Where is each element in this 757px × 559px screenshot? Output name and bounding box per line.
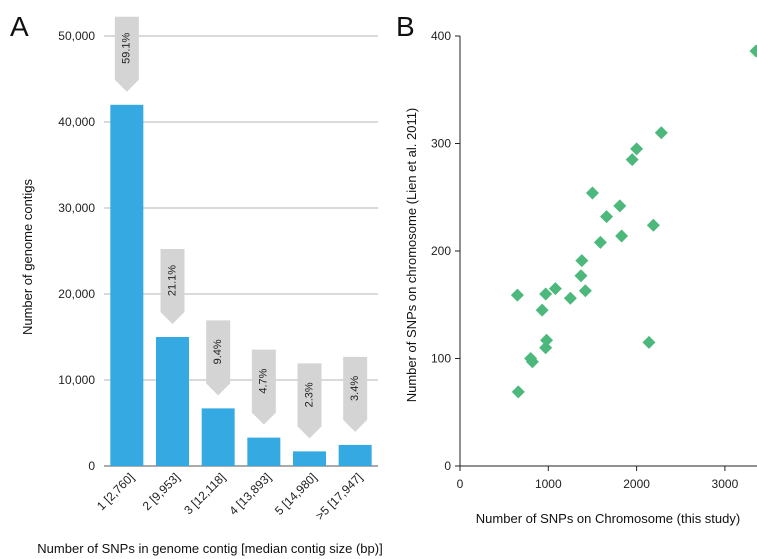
b-y-tick-label: 400 — [431, 29, 451, 43]
bar-chart: 59.1% 21.1% 9.4% 4.7% 2.3% 3.4% 0 10,000 20,000… — [20, 16, 383, 556]
a-percent-label: 2.3% — [303, 382, 315, 407]
b-point — [574, 269, 588, 283]
b-x-tick-label: 2000 — [623, 477, 650, 491]
panel-label-a: A — [10, 11, 29, 42]
a-x-tick-label: 1 [2,760] — [94, 470, 137, 513]
b-point — [593, 235, 607, 249]
a-percent-label: 3.4% — [349, 376, 361, 401]
a-bar — [338, 444, 372, 466]
a-bar — [201, 408, 235, 466]
b-x-tick-label: 0 — [457, 477, 464, 491]
b-x-axis-label: Number of SNPs on Chromosome (this study… — [476, 511, 740, 526]
a-percent-callout — [114, 16, 139, 92]
b-point — [510, 288, 524, 302]
b-point — [511, 385, 525, 399]
b-x-tick-label: 3000 — [712, 477, 739, 491]
a-y-tick-label: 0 — [88, 459, 95, 473]
b-point — [563, 291, 577, 305]
a-y-tick-label: 20,000 — [58, 287, 95, 301]
a-percent-label: 4.7% — [258, 368, 270, 393]
b-y-tick-label: 300 — [431, 137, 451, 151]
b-point — [540, 333, 554, 347]
a-x-tick-label: 2 [9,953] — [140, 470, 183, 513]
b-y-tick-label: 0 — [444, 459, 451, 473]
a-gridlines — [104, 35, 378, 467]
a-y-axis-label: Number of genome contigs — [20, 178, 35, 335]
a-bar — [247, 437, 281, 466]
a-percent-callout — [343, 356, 368, 432]
b-point — [539, 341, 553, 355]
a-y-tick-label: 40,000 — [58, 115, 95, 129]
b-y-tick-labels: 0 100 200 300 400 — [431, 29, 451, 473]
b-point — [525, 355, 539, 369]
b-point — [615, 229, 629, 243]
a-x-tick-label: 3 [12,118] — [181, 470, 228, 517]
b-point — [548, 282, 562, 296]
b-point — [585, 186, 599, 200]
b-point — [749, 44, 757, 58]
a-percent-label: 9.4% — [212, 339, 224, 364]
b-point — [630, 142, 644, 156]
a-bar — [293, 451, 326, 466]
a-bar — [110, 104, 144, 467]
a-percent-callout — [206, 320, 231, 396]
a-percent-callout — [251, 349, 276, 425]
b-point — [600, 210, 614, 224]
a-y-tick-label: 30,000 — [58, 201, 95, 215]
b-point — [575, 254, 589, 268]
b-point — [642, 335, 656, 349]
b-points — [510, 44, 757, 399]
a-y-tick-label: 10,000 — [58, 373, 95, 387]
b-point — [613, 199, 627, 213]
a-y-tick-label: 50,000 — [58, 29, 95, 43]
a-y-tick-labels: 0 10,000 20,000 30,000 40,000 50,000 — [58, 29, 95, 473]
a-bar — [156, 337, 189, 466]
a-x-tick-label: 4 [13,893] — [226, 470, 274, 518]
panel-label-b: B — [396, 11, 415, 42]
scatter-chart: 0 100 200 300 400 0 1000 2000 3000 Number of SN… — [404, 29, 757, 526]
b-y-axis-label: Number of SNPs on chromosome (Lien et al… — [404, 108, 419, 403]
a-x-tick-labels: 1 [2,760] 2 [9,953]3 [12,118]4 [13,893]5 … — [94, 470, 365, 523]
b-point — [578, 284, 592, 298]
a-percent-callout — [297, 363, 322, 439]
a-percent-label: 21.1% — [166, 265, 178, 296]
a-percent-label: 59.1% — [121, 32, 133, 63]
b-point — [625, 153, 639, 167]
b-x-tick-label: 1000 — [535, 477, 562, 491]
a-percent-callout — [160, 249, 185, 324]
a-x-axis-label: Number of SNPs in genome contig [median … — [37, 541, 382, 556]
b-y-tick-label: 200 — [431, 244, 451, 258]
b-point — [646, 218, 660, 232]
a-x-tick-label: >5 [17,947] — [313, 470, 366, 523]
b-point — [539, 287, 553, 301]
a-percent-callouts: 59.1% 21.1% 9.4% 4.7% 2.3% 3.4% — [114, 16, 368, 439]
b-y-tick-label: 100 — [431, 352, 451, 366]
a-bars — [110, 104, 372, 467]
a-x-tick-label: 5 [14,980] — [272, 470, 320, 518]
b-point — [535, 303, 549, 317]
b-axes — [455, 35, 757, 471]
b-x-tick-labels: 0 1000 2000 3000 — [457, 477, 739, 491]
b-point — [654, 126, 668, 140]
